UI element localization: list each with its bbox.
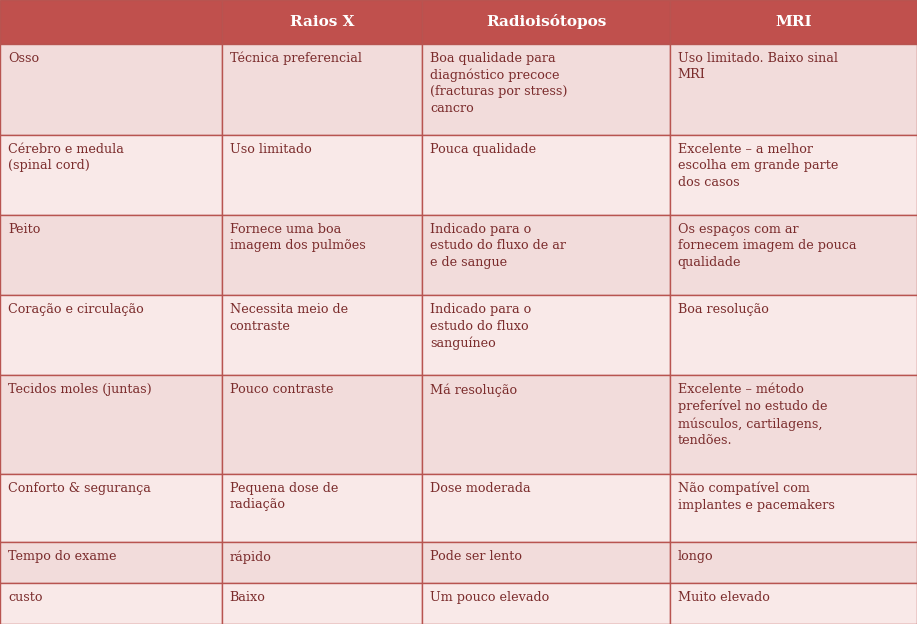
Text: Boa qualidade para
diagnóstico precoce
(fracturas por stress)
cancro: Boa qualidade para diagnóstico precoce (… (430, 52, 568, 115)
Bar (669, 375, 917, 474)
Text: Tecidos moles (juntas): Tecidos moles (juntas) (8, 383, 151, 396)
Bar (423, 0, 669, 44)
Text: Boa resolução: Boa resolução (678, 303, 768, 316)
Bar (0, 375, 222, 474)
Bar (222, 0, 423, 44)
Text: Conforto & segurança: Conforto & segurança (8, 482, 151, 495)
Text: Coração e circulação: Coração e circulação (8, 303, 144, 316)
Bar (669, 135, 917, 215)
Bar (222, 542, 423, 583)
Text: Indicado para o
estudo do fluxo de ar
e de sangue: Indicado para o estudo do fluxo de ar e … (430, 223, 567, 269)
Bar (669, 295, 917, 375)
Bar (222, 215, 423, 295)
Bar (0, 474, 222, 542)
Text: Necessita meio de
contraste: Necessita meio de contraste (229, 303, 348, 333)
Text: Cérebro e medula
(spinal cord): Cérebro e medula (spinal cord) (8, 143, 124, 172)
Bar (0, 135, 222, 215)
Bar (0, 542, 222, 583)
Bar (0, 583, 222, 624)
Bar (669, 474, 917, 542)
Text: Peito: Peito (8, 223, 40, 236)
Text: custo: custo (8, 591, 42, 604)
Text: rápido: rápido (229, 550, 271, 563)
Bar (0, 0, 222, 44)
Text: Osso: Osso (8, 52, 39, 65)
Text: Um pouco elevado: Um pouco elevado (430, 591, 549, 604)
Text: Não compatível com
implantes e pacemakers: Não compatível com implantes e pacemaker… (678, 482, 834, 512)
Bar (0, 295, 222, 375)
Text: Excelente – método
preferível no estudo de
músculos, cartilagens,
tendões.: Excelente – método preferível no estudo … (678, 383, 827, 447)
Bar (423, 583, 669, 624)
Text: Baixo: Baixo (229, 591, 265, 604)
Text: Raios X: Raios X (290, 15, 354, 29)
Bar (423, 135, 669, 215)
Bar (669, 215, 917, 295)
Bar (423, 44, 669, 135)
Text: Pode ser lento: Pode ser lento (430, 550, 523, 563)
Text: Pequena dose de
radiação: Pequena dose de radiação (229, 482, 337, 511)
Text: Técnica preferencial: Técnica preferencial (229, 52, 361, 66)
Bar (423, 375, 669, 474)
Bar (222, 583, 423, 624)
Text: Radioisótopos: Radioisótopos (486, 14, 606, 29)
Text: MRI: MRI (775, 15, 812, 29)
Bar (222, 375, 423, 474)
Text: Má resolução: Má resolução (430, 383, 517, 397)
Bar (0, 44, 222, 135)
Text: longo: longo (678, 550, 713, 563)
Bar (222, 44, 423, 135)
Bar (423, 542, 669, 583)
Bar (669, 583, 917, 624)
Text: Os espaços com ar
fornecem imagem de pouca
qualidade: Os espaços com ar fornecem imagem de pou… (678, 223, 856, 269)
Bar (222, 474, 423, 542)
Text: Pouca qualidade: Pouca qualidade (430, 143, 536, 156)
Text: Indicado para o
estudo do fluxo
sanguíneo: Indicado para o estudo do fluxo sanguíne… (430, 303, 532, 350)
Bar (669, 44, 917, 135)
Text: Uso limitado. Baixo sinal
MRI: Uso limitado. Baixo sinal MRI (678, 52, 838, 81)
Bar (423, 474, 669, 542)
Bar (0, 215, 222, 295)
Text: Uso limitado: Uso limitado (229, 143, 311, 156)
Text: Fornece uma boa
imagem dos pulmões: Fornece uma boa imagem dos pulmões (229, 223, 365, 253)
Bar (669, 0, 917, 44)
Bar (222, 135, 423, 215)
Text: Tempo do exame: Tempo do exame (8, 550, 116, 563)
Text: Excelente – a melhor
escolha em grande parte
dos casos: Excelente – a melhor escolha em grande p… (678, 143, 838, 189)
Bar (423, 215, 669, 295)
Text: Pouco contraste: Pouco contraste (229, 383, 333, 396)
Bar (423, 295, 669, 375)
Bar (222, 295, 423, 375)
Text: Muito elevado: Muito elevado (678, 591, 769, 604)
Bar (669, 542, 917, 583)
Text: Dose moderada: Dose moderada (430, 482, 531, 495)
